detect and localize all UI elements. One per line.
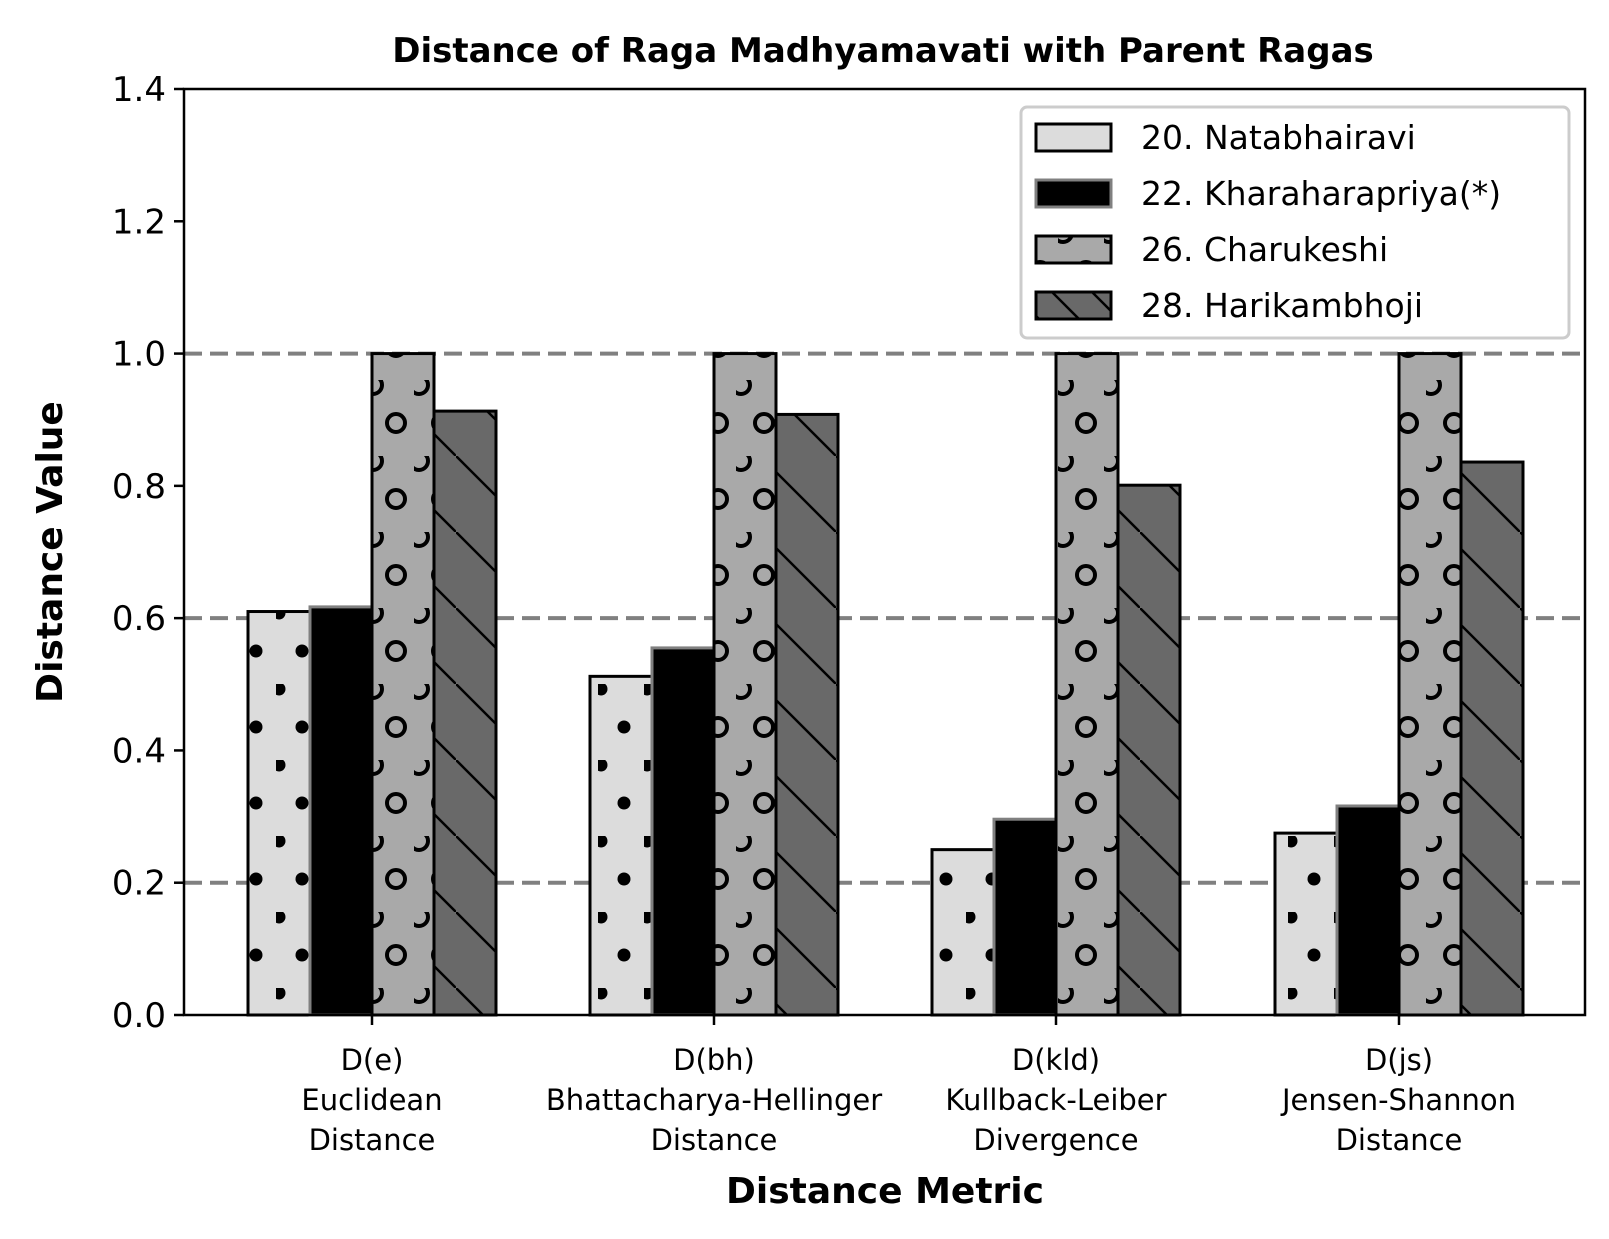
x-tick-label: Euclidean (301, 1083, 442, 1117)
legend-label: 28. Harikambhoji (1141, 286, 1423, 325)
bar-3-4 (1397, 352, 1463, 1017)
bar-1-4 (1273, 831, 1339, 1017)
legend-label: 20. Natabhairavi (1141, 118, 1416, 157)
y-tick-label: 0.4 (112, 731, 166, 771)
bar-2-2 (650, 646, 716, 1017)
y-axis-label: Distance Value (30, 401, 71, 703)
bar-2-1 (308, 605, 374, 1017)
legend-label: 22. Kharaharapriya(*) (1141, 174, 1501, 213)
x-tick-label: D(kld) (1012, 1043, 1100, 1077)
plot-frame (182, 87, 1587, 1017)
y-tick-label: 0.8 (112, 467, 166, 507)
bar-4-2 (774, 412, 840, 1017)
x-tick-label: D(bh) (673, 1043, 755, 1077)
legend-swatch (1034, 290, 1113, 321)
y-tick-label: 1.0 (112, 335, 166, 375)
x-tick-label: Jensen-Shannon (1280, 1083, 1516, 1117)
bar-4-1 (432, 409, 498, 1017)
bar-4-4 (1459, 460, 1525, 1017)
bar-1-3 (930, 848, 996, 1017)
x-tick-label: D(e) (341, 1043, 404, 1077)
y-tick-label: 0.0 (112, 996, 166, 1036)
bar-2-4 (1335, 804, 1401, 1017)
x-tick-label: Divergence (973, 1123, 1138, 1157)
bar-3-1 (370, 352, 436, 1017)
y-tick-label: 1.4 (112, 70, 166, 110)
bar-3-3 (1054, 352, 1120, 1017)
chart-title: Distance of Raga Madhyamavati with Paren… (392, 31, 1374, 71)
legend-swatch (1034, 178, 1113, 209)
x-tick-label: Distance (651, 1123, 778, 1157)
y-tick-label: 1.2 (112, 202, 166, 242)
bar-1-1 (246, 610, 312, 1017)
bar-4-3 (1116, 483, 1182, 1017)
x-tick-label: D(js) (1365, 1043, 1433, 1077)
y-tick-label: 0.2 (112, 864, 166, 904)
bar-3-2 (712, 352, 778, 1017)
bar-1-2 (588, 674, 654, 1017)
x-axis-label: Distance Metric (726, 1171, 1044, 1212)
x-tick-label: Bhattacharya-Hellinger (546, 1083, 882, 1117)
legend-swatch (1034, 122, 1113, 153)
legend-box (1019, 105, 1571, 340)
legend: 20. Natabhairavi 22. Kharaharapriya(*) 26.… (1019, 105, 1571, 340)
legend-label: 26. Charukeshi (1141, 230, 1388, 269)
x-tick-label: Distance (1336, 1123, 1463, 1157)
y-tick-label: 0.6 (112, 599, 166, 639)
x-tick-label: Kullback-Leiber (945, 1083, 1166, 1117)
legend-swatch (1034, 234, 1113, 265)
bar-2-3 (992, 817, 1058, 1017)
x-tick-label: Distance (309, 1123, 436, 1157)
